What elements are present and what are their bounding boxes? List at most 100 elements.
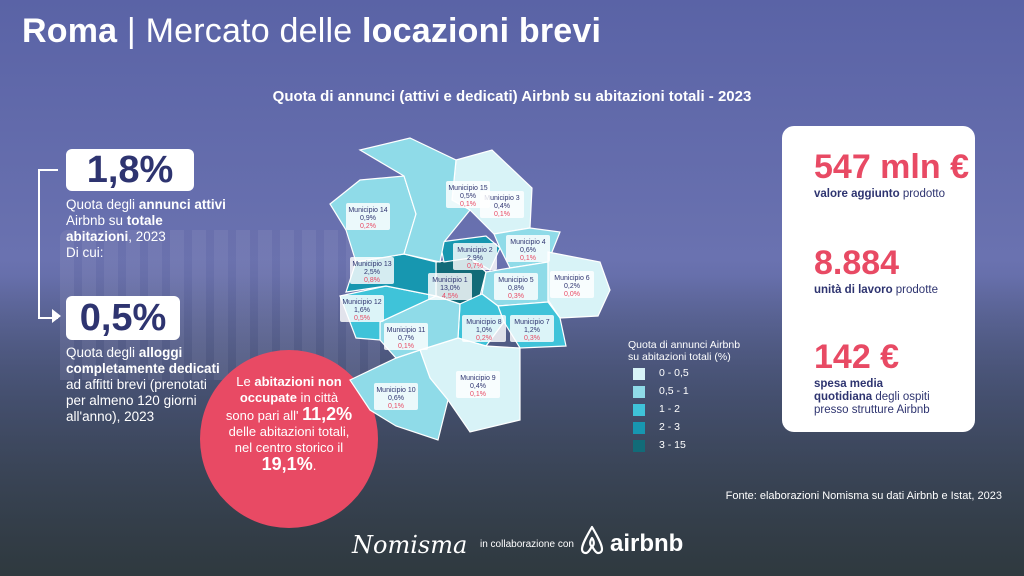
- daily-spend-label: spesa media quotidiana degli ospiti pres…: [814, 378, 930, 416]
- bracket-connector: [38, 169, 58, 319]
- municipio-label-bg: [428, 273, 472, 300]
- kpi-active-listings-value: 1,8%: [66, 149, 194, 191]
- municipio-share-active: 0,7%: [398, 335, 414, 342]
- municipio-label: Municipio 100,6%0,1%: [374, 383, 418, 410]
- municipio-label: Municipio 132,5%0,8%: [350, 257, 394, 284]
- municipio-name: Municipio 14: [348, 207, 387, 214]
- municipio-label-bg: [510, 315, 554, 342]
- municipio-share-active: 0,9%: [360, 215, 376, 222]
- page-title: Roma | Mercato delle locazioni brevi: [22, 12, 602, 50]
- municipio-name: Municipio 6: [554, 275, 590, 282]
- municipio-share-dedicated: 0,5%: [354, 315, 370, 322]
- collaboration-text: in collaborazione con: [480, 539, 574, 550]
- value-added-value: 547 mln €: [814, 148, 969, 186]
- economic-impact-card: 547 mln € valore aggiunto prodotto 8.884…: [782, 126, 975, 432]
- municipio-label-bg: [550, 271, 594, 298]
- municipio-label-bg: [480, 191, 524, 218]
- municipio-share-active: 1,0%: [476, 327, 492, 334]
- municipio-label: Municipio 113,0%4,5%: [428, 273, 472, 300]
- arrow-icon: [52, 309, 61, 323]
- municipio-name: Municipio 3: [484, 195, 520, 202]
- municipio-name: Municipio 10: [376, 387, 415, 394]
- municipio-label: Municipio 50,8%0,3%: [494, 273, 538, 300]
- municipio-label-bg: [346, 203, 390, 230]
- municipio-share-active: 1,2%: [524, 327, 540, 334]
- municipio-label: Municipio 30,4%0,1%: [480, 191, 524, 218]
- source-note: Fonte: elaborazioni Nomisma su dati Airb…: [725, 490, 1002, 502]
- municipio-share-active: 0,4%: [470, 383, 486, 390]
- municipio-label: Municipio 40,6%0,1%: [506, 235, 550, 262]
- municipio-share-dedicated: 0,3%: [508, 293, 524, 300]
- daily-spend-value: 142 €: [814, 338, 900, 376]
- municipio-name: Municipio 11: [387, 327, 426, 334]
- municipio-name: Municipio 5: [498, 277, 534, 284]
- municipio-label: Municipio 60,2%0,0%: [550, 271, 594, 298]
- municipio-share-active: 2,5%: [364, 269, 380, 276]
- municipio-share-dedicated: 0,0%: [564, 291, 580, 298]
- municipio-name: Municipio 4: [510, 239, 546, 246]
- municipio-share-active: 0,8%: [508, 285, 524, 292]
- municipio-name: Municipio 13: [352, 261, 391, 268]
- municipio-share-active: 0,2%: [564, 283, 580, 290]
- municipio-share-dedicated: 0,1%: [470, 391, 486, 398]
- unoccupied-homes-callout: Le abitazioni non occupate in città sono…: [200, 350, 378, 528]
- municipio-label: Municipio 81,0%0,2%: [462, 315, 506, 342]
- municipio-label-bg: [374, 383, 418, 410]
- municipio-label: Municipio 150,5%0,1%: [446, 181, 490, 208]
- municipio-label-bg: [446, 181, 490, 208]
- municipio-share-active: 0,6%: [520, 247, 536, 254]
- municipio-label: Municipio 90,4%0,1%: [456, 371, 500, 398]
- municipio-label: Municipio 22,9%0,7%: [453, 243, 497, 270]
- legend-swatch: [633, 368, 645, 380]
- legend-title: Quota di annunci Airbnb su abitazioni to…: [628, 339, 741, 363]
- municipio-share-dedicated: 0,7%: [467, 263, 483, 270]
- legend-swatch: [633, 422, 645, 434]
- airbnb-logo-icon: [580, 525, 604, 555]
- municipio-share-active: 13,0%: [440, 285, 460, 292]
- municipio-share-dedicated: 0,1%: [460, 201, 476, 208]
- municipio-share-active: 2,9%: [467, 255, 483, 262]
- municipio-name: Municipio 8: [466, 319, 502, 326]
- municipio-share-dedicated: 0,8%: [364, 277, 380, 284]
- municipio-share-dedicated: 0,1%: [494, 211, 510, 218]
- value-added-label: valore aggiunto prodotto: [814, 188, 946, 200]
- legend-swatch: [633, 386, 645, 398]
- municipio-share-active: 0,4%: [494, 203, 510, 210]
- municipio-label-bg: [453, 243, 497, 270]
- municipio-share-dedicated: 0,1%: [520, 255, 536, 262]
- municipio-label-bg: [340, 295, 384, 322]
- municipio-name: Municipio 7: [514, 319, 550, 326]
- municipio-name: Municipio 1: [432, 277, 468, 284]
- municipio-label-bg: [506, 235, 550, 262]
- municipio-share-dedicated: 4,5%: [442, 293, 458, 300]
- municipio-share-dedicated: 0,1%: [388, 403, 404, 410]
- municipio-label: Municipio 110,7%0,1%: [384, 323, 428, 350]
- map-subtitle: Quota di annunci (attivi e dedicati) Air…: [272, 88, 752, 105]
- kpi-active-listings-text: Quota degli annunci attivi Airbnb su tot…: [66, 197, 226, 260]
- municipio-label: Municipio 140,9%0,2%: [346, 203, 390, 230]
- municipio-label-bg: [350, 257, 394, 284]
- municipio-label-bg: [462, 315, 506, 342]
- work-units-label: unità di lavoro prodotte: [814, 284, 938, 296]
- municipio-label: Municipio 121,6%0,5%: [340, 295, 384, 322]
- municipio-share-dedicated: 0,1%: [398, 343, 414, 350]
- nomisma-logo: Nomisma: [352, 531, 468, 559]
- legend-label: 0 - 0,5: [659, 367, 689, 379]
- kpi-dedicated-value: 0,5%: [66, 296, 180, 340]
- municipio-label: Municipio 71,2%0,3%: [510, 315, 554, 342]
- legend-swatch: [633, 440, 645, 452]
- municipio-label-bg: [494, 273, 538, 300]
- municipio-share-active: 0,6%: [388, 395, 404, 402]
- municipio-share-active: 1,6%: [354, 307, 370, 314]
- municipio-name: Municipio 12: [342, 299, 381, 306]
- kpi-dedicated-text: Quota degli alloggi completamente dedica…: [66, 345, 220, 424]
- legend-swatch: [633, 404, 645, 416]
- municipio-share-dedicated: 0,2%: [476, 335, 492, 342]
- municipio-label-bg: [456, 371, 500, 398]
- legend-label: 3 - 15: [659, 439, 686, 451]
- legend-label: 2 - 3: [659, 421, 681, 433]
- municipio-share-dedicated: 0,2%: [360, 223, 376, 230]
- municipio-name: Municipio 15: [448, 185, 487, 192]
- municipio-name: Municipio 9: [460, 375, 496, 382]
